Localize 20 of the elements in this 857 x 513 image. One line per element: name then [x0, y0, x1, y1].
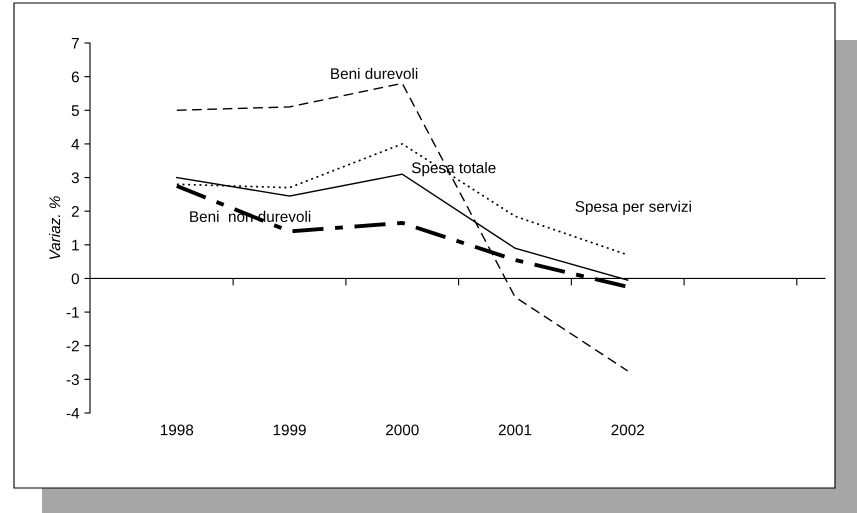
y-tick-label: -4 [66, 408, 80, 419]
y-tick-label: -3 [66, 374, 79, 386]
y-tick-label: 1 [72, 240, 79, 250]
x-tick-label: 2001 [498, 424, 532, 436]
x-tick-label: 2002 [612, 424, 644, 436]
series-label: Spesa per servizi [575, 200, 691, 215]
x-tick-label: 1999 [274, 424, 306, 436]
series-label: Beni durevoli [331, 68, 418, 80]
y-tick-label: 2 [72, 206, 79, 217]
x-tick-label: 1998 [160, 424, 194, 436]
y-tick-label: 6 [72, 72, 79, 82]
x-tick-label: 2000 [386, 424, 419, 436]
y-tick-label: -1 [66, 307, 79, 318]
y-tick-label: 3 [72, 172, 79, 184]
y-tick-label: 7 [72, 38, 79, 49]
y-tick-label: 5 [72, 105, 79, 116]
y-tick-label: 0 [72, 273, 79, 284]
y-tick-label: -2 [66, 340, 79, 352]
y-axis-title: Variaz. % [48, 196, 60, 260]
y-tick-label: 4 [71, 138, 80, 150]
